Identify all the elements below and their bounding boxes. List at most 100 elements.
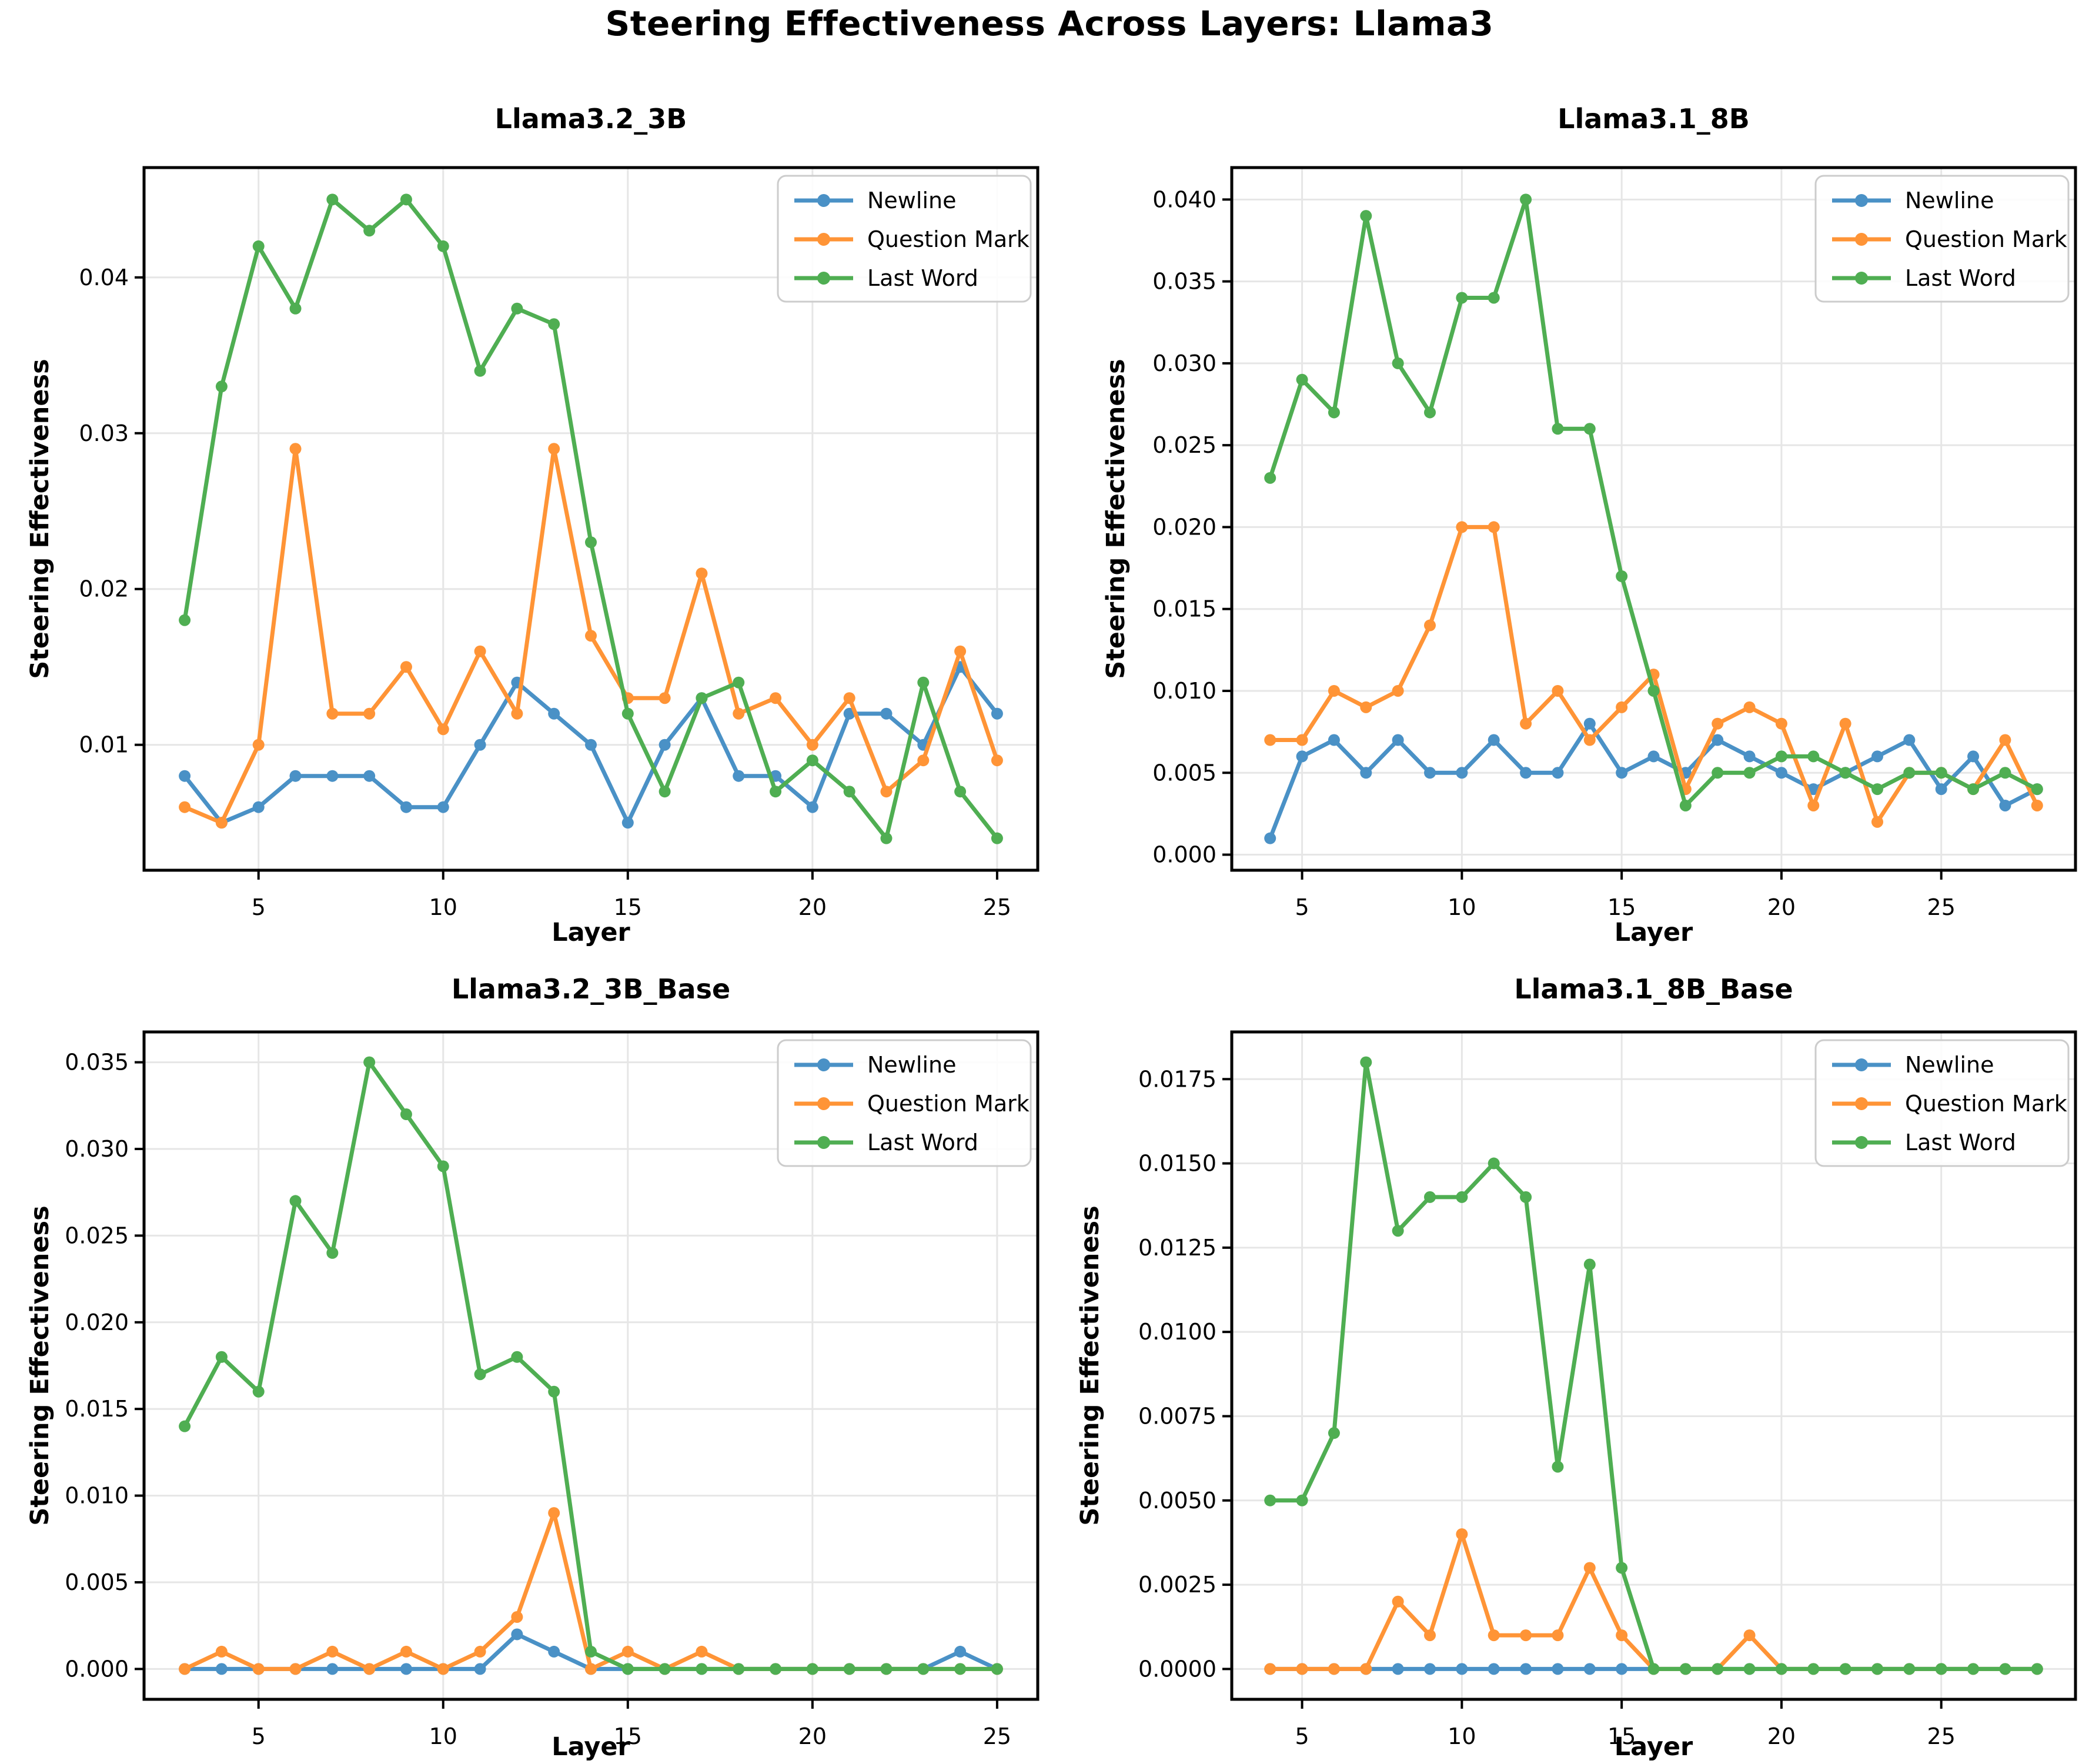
data-point-question-mark <box>437 723 449 736</box>
plot-border <box>142 1030 1040 1701</box>
data-point-last-word <box>585 1645 597 1658</box>
data-point-question-mark <box>326 707 339 720</box>
data-point-newline <box>1616 1663 1628 1675</box>
data-point-newline <box>437 801 449 813</box>
data-point-last-word <box>880 1663 893 1675</box>
y-tick-label: 0.025 <box>65 1222 129 1248</box>
y-tick-label: 0.020 <box>1152 514 1216 540</box>
data-point-question-mark <box>880 786 893 798</box>
x-tick-label: 5 <box>1295 894 1309 920</box>
data-point-newline <box>1583 1663 1596 1675</box>
data-point-last-word <box>2031 1663 2043 1675</box>
legend-swatch-marker <box>817 1058 830 1071</box>
data-point-last-word <box>1488 292 1500 304</box>
data-point-newline <box>179 770 191 782</box>
y-tick-label: 0.0075 <box>1138 1403 1216 1429</box>
data-point-last-word <box>548 318 560 330</box>
data-point-question-mark <box>326 1645 339 1658</box>
data-point-last-word <box>770 1663 782 1675</box>
legend-swatch-marker <box>1855 1136 1868 1149</box>
x-tick-label: 10 <box>429 894 457 920</box>
data-point-last-word <box>1328 1427 1340 1439</box>
data-point-last-word <box>733 1663 745 1675</box>
data-point-question-mark <box>1328 1663 1340 1675</box>
data-point-newline <box>733 770 745 782</box>
x-tick-label: 25 <box>983 894 1011 920</box>
data-point-question-mark <box>179 801 191 813</box>
data-point-newline <box>1967 750 1980 763</box>
data-point-question-mark <box>1775 717 1787 730</box>
y-tick-label: 0.0100 <box>1138 1319 1216 1345</box>
y-tick-label: 0.0125 <box>1138 1235 1216 1261</box>
data-point-last-word <box>326 1247 339 1259</box>
data-point-question-mark <box>1328 684 1340 697</box>
y-tick-label: 0.010 <box>65 1483 129 1509</box>
data-point-newline <box>1616 767 1628 779</box>
data-point-last-word <box>1328 406 1340 419</box>
data-point-question-mark <box>991 754 1003 767</box>
legend-label: Question Mark <box>867 226 1030 252</box>
data-point-newline <box>1935 783 1947 796</box>
data-point-question-mark <box>1712 717 1724 730</box>
data-point-last-word <box>954 786 967 798</box>
data-point-last-word <box>621 707 634 720</box>
data-point-newline <box>585 739 597 751</box>
x-tick-label: 10 <box>429 1723 457 1749</box>
data-point-question-mark <box>1552 684 1564 697</box>
data-point-newline <box>1456 767 1468 779</box>
data-point-question-mark <box>1264 734 1276 746</box>
data-point-newline <box>289 770 302 782</box>
x-tick-label: 10 <box>1448 894 1476 920</box>
data-point-question-mark <box>733 707 745 720</box>
data-point-question-mark <box>1456 521 1468 533</box>
plot-border <box>1230 1030 2077 1701</box>
x-tick-label: 15 <box>1607 1723 1636 1749</box>
data-point-last-word <box>1999 1663 2011 1675</box>
data-point-question-mark <box>511 1611 523 1623</box>
y-tick-label: 0.0025 <box>1138 1572 1216 1598</box>
x-tick-label: 25 <box>1927 1723 1956 1749</box>
y-tick-label: 0.025 <box>1152 432 1216 458</box>
data-point-question-mark <box>289 443 302 455</box>
y-axis-label: Steering Effectiveness <box>25 1205 55 1525</box>
data-point-last-word <box>991 1663 1003 1675</box>
data-point-question-mark <box>1424 1629 1436 1642</box>
data-point-question-mark <box>252 1663 265 1675</box>
data-point-newline <box>1520 1663 1532 1675</box>
data-point-newline <box>1743 750 1756 763</box>
data-point-last-word <box>733 676 745 689</box>
data-point-newline <box>659 739 671 751</box>
data-point-newline <box>1424 767 1436 779</box>
data-point-question-mark <box>1999 734 2011 746</box>
y-tick-label: 0.0175 <box>1138 1066 1216 1092</box>
data-point-last-word <box>1839 1663 1851 1675</box>
data-point-last-word <box>1999 767 2011 779</box>
data-point-question-mark <box>1296 1663 1308 1675</box>
y-tick-label: 0.03 <box>79 420 129 446</box>
data-point-last-word <box>1488 1157 1500 1170</box>
data-point-last-word <box>1296 1494 1308 1506</box>
data-point-question-mark <box>2031 799 2043 811</box>
data-point-newline <box>511 1628 523 1641</box>
y-tick-label: 0.0000 <box>1138 1656 1216 1682</box>
data-point-last-word <box>1807 1663 1820 1675</box>
data-point-last-word <box>1775 1663 1787 1675</box>
legend-box <box>1814 1039 2070 1167</box>
data-point-last-word <box>252 1385 265 1398</box>
data-point-last-word <box>1712 767 1724 779</box>
x-axis-label: Layer <box>552 918 630 947</box>
plot-border <box>1230 166 2077 872</box>
data-point-last-word <box>659 1663 671 1675</box>
data-point-last-word <box>363 1056 376 1068</box>
plot-border <box>142 166 1040 872</box>
data-point-last-word <box>917 1663 930 1675</box>
data-point-last-word <box>1456 1191 1468 1203</box>
data-point-last-word <box>289 1195 302 1207</box>
data-point-question-mark <box>363 707 376 720</box>
series-line-newline <box>1268 721 2040 841</box>
data-point-question-mark <box>215 817 228 829</box>
data-point-last-word <box>179 1420 191 1432</box>
data-point-last-word <box>437 240 449 252</box>
subplot-title: Llama3.2_3B_Base <box>452 973 730 1005</box>
